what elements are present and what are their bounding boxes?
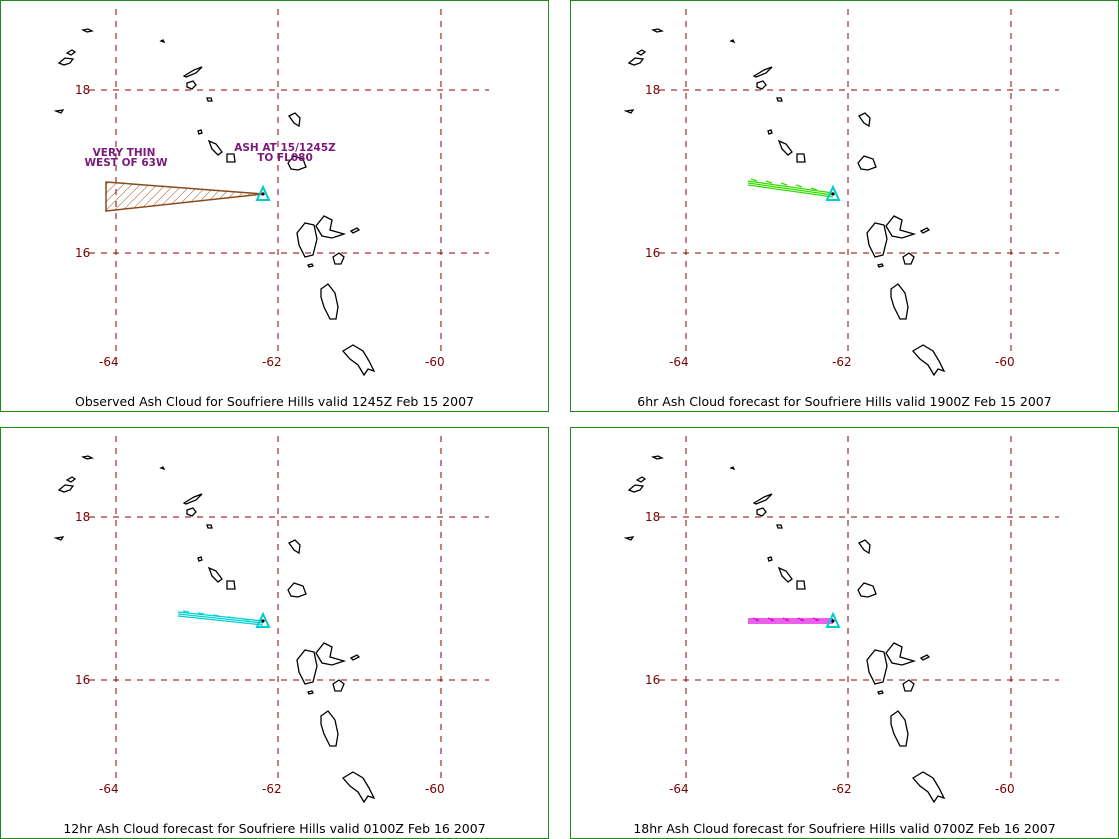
panel-caption: 18hr Ash Cloud forecast for Soufriere Hi…: [633, 821, 1056, 836]
lon-label-60: -60: [995, 782, 1015, 796]
lon-label-64: -64: [99, 782, 119, 796]
map-canvas: 18 16 -64 -62 -60: [625, 8, 1060, 376]
map-canvas: VERY THIN WEST OF 63W ASH AT 15/1245Z TO…: [55, 8, 490, 376]
lat-label-16: 16: [645, 673, 660, 687]
panel-caption: 12hr Ash Cloud forecast for Soufriere Hi…: [63, 821, 486, 836]
lat-label-16: 16: [75, 673, 90, 687]
map-panel-observed: VERY THIN WEST OF 63W ASH AT 15/1245Z TO…: [0, 0, 549, 412]
volcano-marker: [826, 186, 840, 201]
annotation-right-2: TO FL080: [257, 152, 313, 164]
ash-cloud-forecast: [747, 178, 834, 198]
map-canvas: 18 16 -64 -62 -60: [625, 435, 1060, 803]
map-panel-18hr: 18 16 -64 -62 -60 18hr Ash Cloud forecas…: [570, 427, 1119, 839]
annotation-left-1: VERY THIN: [93, 147, 156, 159]
lon-label-62: -62: [262, 355, 282, 369]
annotation-right-1: ASH AT 15/1245Z: [234, 142, 336, 154]
ash-cloud-polygon: [105, 181, 264, 212]
lat-label-18: 18: [75, 510, 90, 524]
lat-label-18: 18: [645, 510, 660, 524]
annotation-left-2: WEST OF 63W: [84, 157, 168, 169]
map-panel-6hr: 18 16 -64 -62 -60 6hr Ash Cloud forecast…: [570, 0, 1119, 412]
lat-label-16: 16: [645, 246, 660, 260]
panel-caption: 6hr Ash Cloud forecast for Soufriere Hil…: [637, 394, 1052, 409]
ash-cloud-forecast: [177, 610, 264, 626]
lat-label-18: 18: [645, 83, 660, 97]
map-panel-12hr: 18 16 -64 -62 -60 12hr Ash Cloud forecas…: [0, 427, 549, 839]
lon-label-64: -64: [669, 355, 689, 369]
lon-label-62: -62: [262, 782, 282, 796]
lon-label-60: -60: [995, 355, 1015, 369]
lat-label-16: 16: [75, 246, 90, 260]
lon-label-60: -60: [425, 355, 445, 369]
lon-label-62: -62: [832, 355, 852, 369]
lat-label-18: 18: [75, 83, 90, 97]
panel-caption: Observed Ash Cloud for Soufriere Hills v…: [74, 394, 474, 409]
lon-label-62: -62: [832, 782, 852, 796]
lon-label-60: -60: [425, 782, 445, 796]
map-canvas: 18 16 -64 -62 -60: [55, 435, 490, 803]
lon-label-64: -64: [669, 782, 689, 796]
lon-label-64: -64: [99, 355, 119, 369]
ash-cloud-forecast: [748, 617, 833, 624]
